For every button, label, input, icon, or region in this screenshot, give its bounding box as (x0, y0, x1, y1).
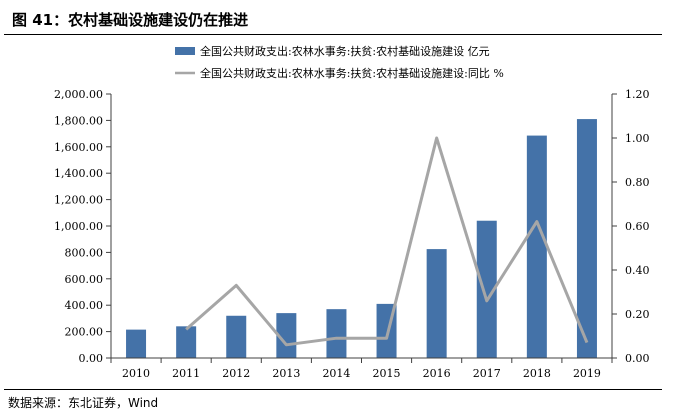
left-tick-label: 1,600.00 (54, 141, 103, 154)
bar-2017 (476, 220, 497, 358)
right-tick-label: 1.20 (625, 88, 650, 101)
bar-2016 (426, 249, 447, 358)
x-tick-label: 2018 (523, 367, 551, 380)
left-tick-label: 1,000.00 (54, 220, 103, 233)
chart: 全国公共财政支出:农林水事务:扶贫:农村基础设施建设 亿元全国公共财政支出:农林… (54, 44, 649, 380)
x-tick-label: 2013 (272, 367, 300, 380)
bar-2018 (526, 135, 547, 358)
bar-2019 (576, 119, 597, 358)
bar-2012 (226, 315, 247, 358)
x-tick-label: 2014 (322, 367, 350, 380)
left-tick-label: 400.00 (65, 299, 104, 312)
left-tick-label: 2,000.00 (54, 88, 103, 101)
legend-line-label: 全国公共财政支出:农林水事务:扶贫:农村基础设施建设:同比 % (200, 66, 504, 80)
right-tick-label: 0.00 (625, 352, 650, 365)
right-tick-label: 0.40 (625, 264, 650, 277)
bar-series (126, 119, 597, 358)
x-tick-label: 2017 (473, 367, 501, 380)
line-series (185, 136, 589, 347)
legend-bar-label: 全国公共财政支出:农林水事务:扶贫:农村基础设施建设 亿元 (200, 44, 490, 58)
source-note: 数据来源：东北证券，Wind (8, 396, 159, 410)
left-tick-label: 800.00 (65, 246, 104, 259)
bar-2011 (176, 326, 197, 358)
figure-title: 图 41：农村基础设施建设仍在推进 (12, 11, 249, 29)
bottom-rule (4, 389, 662, 390)
right-tick-label: 0.20 (625, 308, 650, 321)
bar-2013 (276, 313, 297, 358)
right-tick-label: 0.80 (625, 176, 650, 189)
x-tick-label: 2010 (122, 367, 150, 380)
left-tick-label: 0.00 (79, 352, 104, 365)
x-tick-label: 2016 (423, 367, 451, 380)
top-rule (4, 34, 662, 35)
left-tick-label: 600.00 (65, 273, 104, 286)
bar-2010 (126, 329, 147, 358)
legend: 全国公共财政支出:农林水事务:扶贫:农村基础设施建设 亿元全国公共财政支出:农林… (175, 44, 504, 80)
axes: 0.00 200.00 400.00 600.00 800.00 1,000.00 1,20… (54, 88, 649, 380)
x-tick-label: 2019 (573, 367, 601, 380)
legend-bar-swatch (175, 47, 195, 55)
right-tick-label: 0.60 (625, 220, 650, 233)
left-tick-label: 1,200.00 (54, 194, 103, 207)
x-tick-label: 2011 (172, 367, 200, 380)
left-tick-label: 200.00 (65, 326, 104, 339)
x-tick-label: 2012 (222, 367, 250, 380)
x-tick-label: 2015 (373, 367, 401, 380)
bar-2014 (326, 309, 347, 358)
left-tick-label: 1,400.00 (54, 167, 103, 180)
right-tick-label: 1.00 (625, 132, 650, 145)
left-tick-label: 1,800.00 (54, 114, 103, 127)
yoy-line (185, 136, 589, 347)
